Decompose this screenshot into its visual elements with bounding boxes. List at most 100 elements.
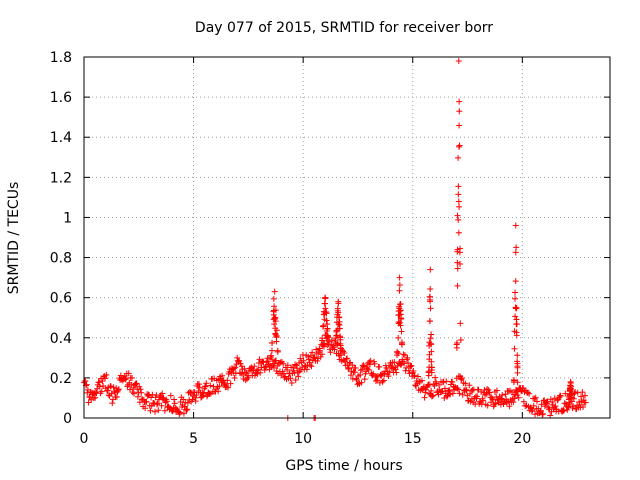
data-point <box>456 142 463 149</box>
data-point <box>176 409 183 416</box>
data-point <box>320 343 327 350</box>
data-point <box>216 383 223 390</box>
data-point <box>512 295 519 302</box>
data-point <box>534 398 541 405</box>
data-point <box>566 394 573 401</box>
data-point <box>408 363 415 370</box>
data-point <box>280 360 287 367</box>
data-point <box>398 328 405 335</box>
data-point <box>231 374 238 381</box>
data-point <box>296 359 303 366</box>
data-point <box>115 387 122 394</box>
data-point <box>428 341 435 348</box>
data-point <box>284 366 291 373</box>
data-point <box>196 381 203 388</box>
data-point <box>293 362 300 369</box>
data-point <box>335 298 342 305</box>
data-point <box>128 374 135 381</box>
data-point <box>443 378 450 385</box>
data-point <box>282 373 289 380</box>
data-point <box>394 349 401 356</box>
data-point <box>253 367 260 374</box>
data-point <box>474 393 481 400</box>
data-point <box>513 304 520 311</box>
data-point <box>268 340 275 347</box>
data-point <box>104 387 111 394</box>
data-point <box>134 393 141 400</box>
data-point <box>439 379 446 386</box>
data-point <box>167 405 174 412</box>
data-point <box>284 362 291 369</box>
data-point <box>268 347 275 354</box>
data-point <box>456 122 463 129</box>
data-point <box>430 392 437 399</box>
data-point <box>110 384 117 391</box>
data-point <box>230 365 237 372</box>
data-point <box>219 372 226 379</box>
data-point <box>280 370 287 377</box>
data-point <box>370 370 377 377</box>
data-point <box>85 399 92 406</box>
data-point <box>463 386 470 393</box>
data-point <box>327 349 334 356</box>
data-point <box>271 315 278 322</box>
y-tick-label: 0 <box>63 411 72 427</box>
data-point <box>109 400 116 407</box>
data-point <box>456 108 463 115</box>
data-point <box>411 372 418 379</box>
data-point <box>456 203 463 210</box>
data-point <box>265 361 272 368</box>
data-point <box>307 352 314 359</box>
data-point <box>323 309 330 316</box>
data-point <box>400 351 407 358</box>
data-point <box>512 249 519 256</box>
data-point <box>528 408 535 415</box>
data-point <box>512 289 519 296</box>
data-point <box>361 363 368 370</box>
data-point <box>578 393 585 400</box>
data-point <box>521 388 528 395</box>
data-point <box>560 407 567 414</box>
data-point <box>259 358 266 365</box>
data-point <box>426 356 433 363</box>
data-point <box>568 390 575 397</box>
data-point <box>572 388 579 395</box>
data-point <box>322 294 329 301</box>
data-point <box>113 393 120 400</box>
data-point <box>274 347 281 354</box>
data-point <box>453 341 460 348</box>
data-point <box>292 377 299 383</box>
data-point <box>466 382 473 389</box>
data-point <box>201 383 208 390</box>
data-point <box>132 381 139 388</box>
data-point <box>358 379 365 386</box>
data-point <box>415 373 422 380</box>
data-point <box>432 374 439 381</box>
data-point <box>552 403 559 410</box>
data-point <box>357 371 364 378</box>
data-point <box>403 364 410 371</box>
data-point <box>153 401 160 408</box>
data-point <box>373 373 380 380</box>
data-point <box>328 337 335 344</box>
data-point <box>309 349 316 356</box>
data-point <box>429 392 436 399</box>
ticks: 0 0.2 0.4 0.6 0.8 1 1.2 1.4 1.6 1.8 0 5 10 15 20 <box>50 50 610 447</box>
data-point <box>454 212 461 219</box>
data-point <box>478 388 485 395</box>
data-point <box>163 398 170 405</box>
data-point <box>427 335 434 342</box>
data-point <box>268 352 275 359</box>
data-point <box>428 369 435 376</box>
data-point <box>345 364 352 371</box>
data-point <box>337 345 344 352</box>
data-point <box>393 369 400 376</box>
data-point <box>395 319 402 326</box>
data-point <box>270 295 277 302</box>
data-point <box>455 216 462 223</box>
data-point <box>241 365 248 372</box>
data-point <box>567 378 574 385</box>
data-point <box>455 154 462 161</box>
data-point <box>338 352 345 359</box>
